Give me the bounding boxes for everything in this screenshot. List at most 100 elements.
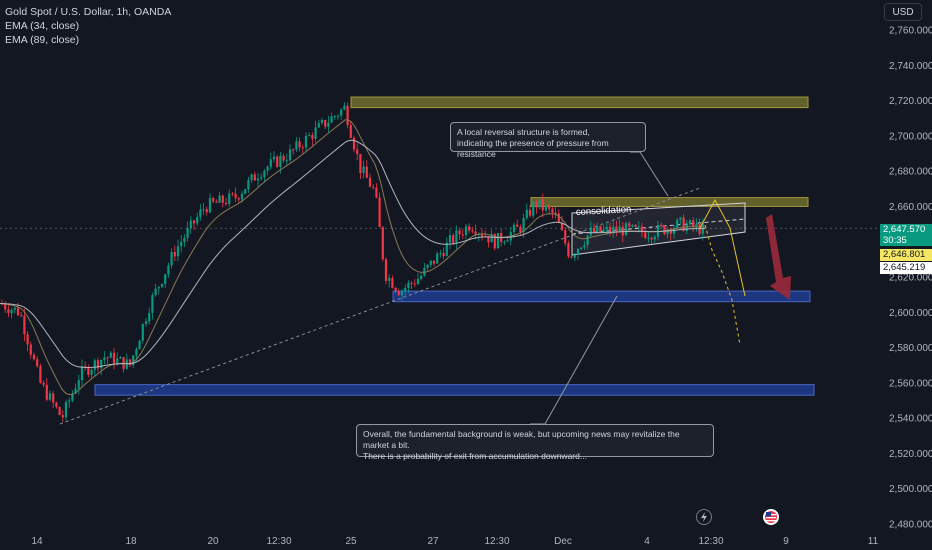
candle-body <box>112 352 116 365</box>
candle-body <box>327 122 330 127</box>
candle-body <box>628 223 631 227</box>
candle-body <box>55 402 58 408</box>
candle-body <box>615 226 618 232</box>
candle-body <box>343 105 346 110</box>
time-tick-label: Dec <box>554 536 572 547</box>
candle-body <box>404 288 407 291</box>
candle-body <box>516 224 519 227</box>
candle-body <box>180 242 183 247</box>
candle-body <box>205 209 208 213</box>
candle-body <box>570 256 573 258</box>
candle-body <box>90 369 93 375</box>
candle-body <box>384 259 388 281</box>
price-tick-label: 2,620.000 <box>889 273 932 284</box>
candle-body <box>221 195 224 203</box>
forecast-path-solid <box>699 198 746 297</box>
lightning-icon[interactable] <box>696 509 712 525</box>
candle-body <box>151 295 154 313</box>
price-tick-label: 2,680.000 <box>889 167 932 178</box>
candle-body <box>413 283 416 285</box>
candle-body <box>487 236 490 243</box>
candle-body <box>269 159 272 167</box>
candle-body <box>84 366 87 368</box>
candle-body <box>4 304 7 310</box>
candle-body <box>503 241 506 243</box>
resistance-upper-zone <box>350 96 809 109</box>
candle-body <box>192 220 196 224</box>
candle-body <box>87 366 90 375</box>
time-tick-label: 9 <box>783 536 789 547</box>
price-axis[interactable]: 2,760.000 2,740.000 2,720.000 2,700.000 2,68… <box>889 26 932 531</box>
fundamental-note-pointer <box>530 295 618 425</box>
candle-body <box>538 199 541 208</box>
candle-body <box>148 312 151 322</box>
candle-body <box>189 220 192 228</box>
candle-body <box>634 224 637 227</box>
candle-body <box>23 315 26 335</box>
time-tick-label: 18 <box>125 536 137 547</box>
candle-body <box>474 231 477 236</box>
candle-body <box>333 116 336 118</box>
price-tick-label: 2,720.000 <box>889 96 932 107</box>
candle-body <box>346 105 349 126</box>
candle-body <box>13 307 16 310</box>
ema34-legend[interactable]: EMA (34, close) <box>5 20 80 32</box>
candle-body <box>663 225 666 234</box>
time-tick-label: 11 <box>868 536 879 547</box>
candle-body <box>29 344 32 355</box>
ema89-legend[interactable]: EMA (89, close) <box>5 34 80 46</box>
candle-body <box>445 242 448 257</box>
candle-body <box>368 177 372 187</box>
time-axis[interactable]: 14 18 20 12:30 25 27 12:30 Dec 4 12:30 9 11 <box>31 536 878 547</box>
candle-body <box>224 202 228 205</box>
candle-body <box>116 358 119 365</box>
candle-body <box>68 400 71 402</box>
candle-body <box>208 198 212 213</box>
candle-body <box>132 355 135 366</box>
candle-body <box>596 226 599 233</box>
currency-button[interactable]: USD <box>884 3 922 21</box>
candle-body <box>256 178 260 181</box>
candle-body <box>356 149 359 155</box>
ema34-line <box>0 119 706 396</box>
time-tick-label: 12:30 <box>484 536 509 547</box>
candle-body <box>624 223 628 236</box>
candle-body <box>231 193 234 195</box>
candle-body <box>128 359 132 366</box>
candle-body <box>218 195 221 203</box>
candle-body <box>285 160 288 162</box>
candle-body <box>429 260 432 265</box>
candle-body <box>512 224 516 232</box>
candle-body <box>522 218 525 233</box>
candle-body <box>608 226 612 233</box>
fundamental-note[interactable]: Overall, the fundamental background is w… <box>356 424 714 461</box>
candle-body <box>471 230 474 232</box>
candle-body <box>71 393 74 401</box>
candle-body <box>580 247 583 249</box>
candle-body <box>612 226 615 233</box>
candle-body <box>157 286 160 289</box>
candle-body <box>458 230 461 235</box>
us-flag-icon[interactable] <box>763 509 779 525</box>
candle-body <box>282 155 285 161</box>
candle-body <box>32 354 36 360</box>
candle-body <box>250 174 253 181</box>
candle-body <box>535 201 538 208</box>
candle-body <box>493 234 496 249</box>
bearish-arrow <box>766 214 791 300</box>
candle-body <box>45 384 48 400</box>
candle-body <box>592 227 596 233</box>
candle-body <box>167 265 170 275</box>
candle-body <box>365 166 368 178</box>
candle-body <box>676 219 679 228</box>
candle-body <box>480 233 484 237</box>
candle-body <box>247 180 250 190</box>
forecast-path-dashed <box>704 224 741 346</box>
resistance-note[interactable]: A local reversal structure is formed, in… <box>450 122 646 159</box>
candle-body <box>202 209 205 211</box>
candle-body <box>80 366 84 381</box>
symbol-title[interactable]: Gold Spot / U.S. Dollar, 1h, OANDA <box>5 6 172 18</box>
price-tick-label: 2,600.000 <box>889 308 932 319</box>
candle-body <box>381 227 384 260</box>
